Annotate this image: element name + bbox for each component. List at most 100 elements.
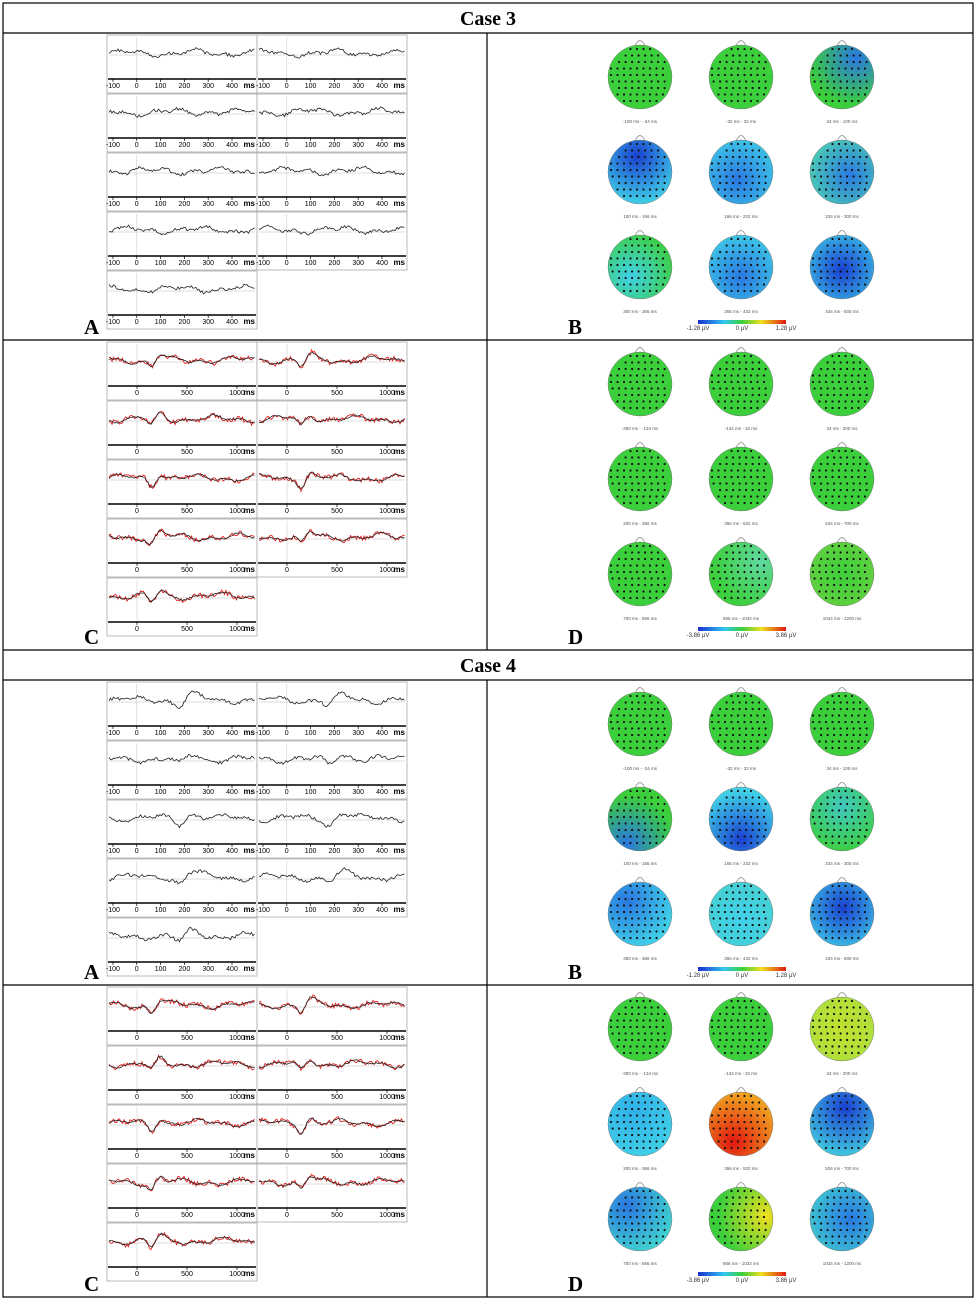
- electrode: [635, 354, 639, 358]
- electrode: [839, 1228, 842, 1232]
- electrode: [824, 162, 828, 165]
- electrode: [833, 155, 836, 159]
- electrode: [723, 930, 727, 933]
- electrode: [738, 917, 741, 920]
- x-unit: ms: [393, 81, 405, 90]
- electrode: [642, 380, 645, 384]
- electrode: [661, 188, 665, 191]
- electrode: [756, 475, 759, 479]
- electrode: [745, 361, 748, 364]
- electrode: [635, 590, 639, 593]
- electrode: [833, 86, 836, 90]
- electrode: [719, 250, 722, 254]
- electrode: [859, 1032, 862, 1035]
- electrode: [629, 374, 632, 377]
- electrode: [725, 897, 728, 901]
- electrode: [719, 86, 722, 90]
- electrode: [663, 1202, 666, 1206]
- electrode: [751, 733, 754, 737]
- electrode: [762, 380, 766, 384]
- nose: [634, 135, 646, 142]
- trace: [108, 166, 255, 177]
- x-tick-label: 200: [179, 83, 191, 90]
- electrode: [852, 462, 855, 466]
- electrode: [745, 270, 748, 273]
- electrode: [850, 1215, 854, 1219]
- electrode: [730, 380, 733, 384]
- electrode: [663, 583, 666, 587]
- electrode: [732, 1038, 735, 1042]
- electrode: [751, 181, 754, 185]
- electrode: [624, 557, 627, 561]
- electrode: [852, 387, 855, 390]
- electrode: [749, 168, 753, 172]
- electrode: [631, 1196, 634, 1199]
- electrode: [712, 1127, 715, 1130]
- electrode: [863, 1215, 867, 1219]
- electrode: [831, 1140, 834, 1143]
- electrode: [857, 1146, 860, 1150]
- electrode: [859, 149, 862, 152]
- scalp-map: [607, 1091, 673, 1157]
- electrode: [730, 564, 733, 567]
- electrode: [820, 60, 823, 64]
- electrode: [865, 1222, 868, 1225]
- electrode: [764, 387, 767, 390]
- electrode: [730, 142, 733, 146]
- plot-frame: [106, 799, 258, 859]
- electrode: [723, 740, 727, 743]
- electrode: [736, 354, 740, 358]
- electrode: [719, 727, 722, 730]
- electrode: [865, 727, 868, 730]
- electrode: [831, 904, 834, 907]
- electrode: [723, 714, 727, 717]
- electrode: [736, 257, 740, 260]
- electrode: [622, 257, 626, 260]
- electrode: [717, 475, 720, 479]
- electrode: [813, 175, 816, 178]
- electrode: [743, 694, 746, 698]
- electrode: [762, 930, 766, 933]
- plot-frame: [256, 93, 408, 153]
- electrode: [859, 1228, 862, 1232]
- electrode: [863, 475, 867, 479]
- electrode: [745, 488, 748, 492]
- electrode: [624, 361, 627, 364]
- electrode: [850, 930, 854, 933]
- electrode: [725, 1012, 728, 1016]
- electrode: [850, 1094, 854, 1098]
- electrode: [661, 374, 665, 377]
- electrode: [824, 930, 828, 933]
- electrode: [863, 1140, 867, 1143]
- electrode: [725, 802, 728, 806]
- plot-frame: [106, 270, 258, 330]
- electrode: [635, 815, 639, 819]
- x-tick-label: 400: [376, 789, 388, 796]
- electrode: [635, 1215, 639, 1219]
- x-tick-label: 0: [135, 508, 139, 515]
- x-tick-label: -100: [106, 789, 120, 796]
- electrode: [725, 462, 728, 466]
- electrode: [629, 884, 632, 888]
- electrode: [833, 488, 836, 492]
- electrode: [833, 923, 836, 927]
- electrode: [756, 1235, 759, 1238]
- plot-frame: [106, 1222, 258, 1282]
- x-unit: ms: [393, 140, 405, 149]
- electrode: [648, 162, 652, 165]
- x-tick-label: 0: [285, 730, 289, 737]
- electrode: [655, 257, 658, 260]
- electrode: [857, 1120, 860, 1124]
- trace: [108, 690, 255, 710]
- electrode: [818, 263, 821, 267]
- electrode: [839, 733, 842, 737]
- electrode: [865, 923, 868, 927]
- electrode: [863, 720, 867, 724]
- electrode: [635, 1140, 639, 1143]
- x-tick-label: 100: [155, 142, 167, 149]
- electrode: [758, 1196, 761, 1199]
- electrode: [837, 1114, 841, 1117]
- trace: [108, 411, 255, 425]
- electrode: [732, 149, 735, 152]
- electrode: [749, 590, 753, 593]
